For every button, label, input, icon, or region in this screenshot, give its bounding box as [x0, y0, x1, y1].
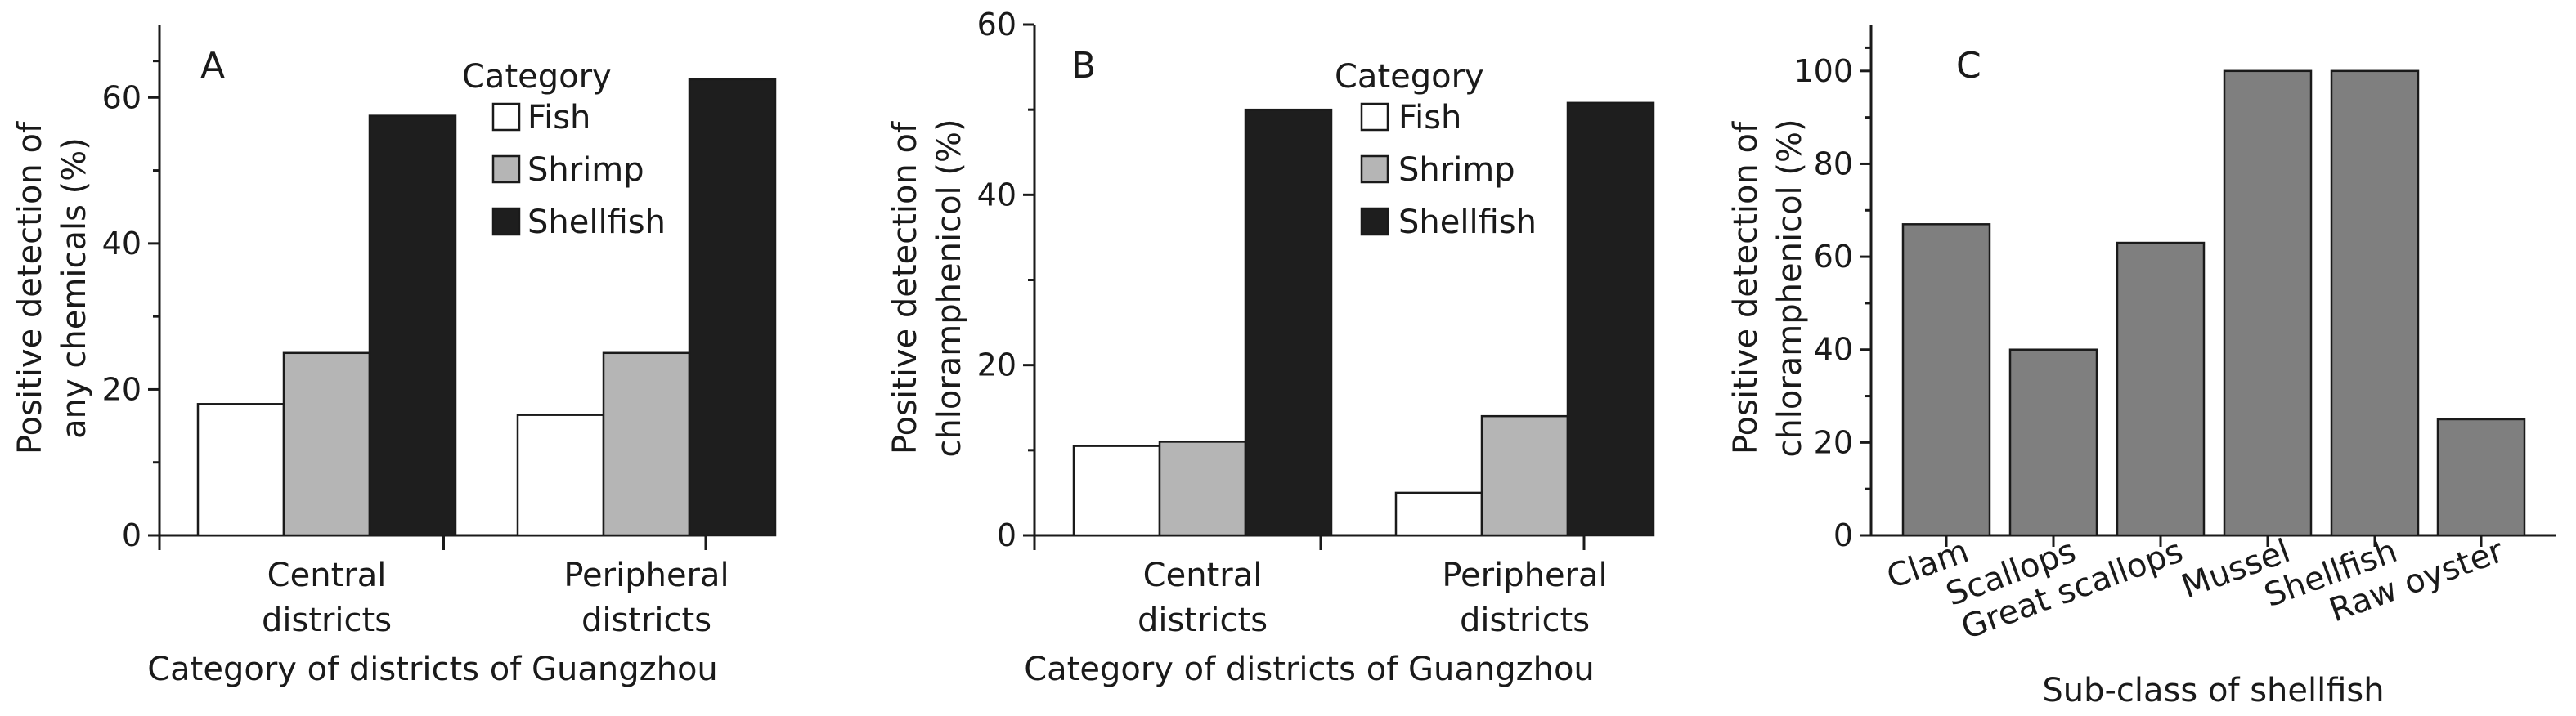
bar-shellfish-peripheral [688, 78, 777, 537]
legend-label-shrimp: Shrimp [527, 151, 644, 189]
legend-swatch-fish [491, 102, 521, 132]
x-category-label-line: districts [262, 602, 392, 639]
bar-great-scallops [2116, 241, 2206, 537]
legend-swatch-shrimp [1360, 154, 1389, 184]
x-axis-title: Category of districts of Guangzhou [1024, 651, 1595, 688]
y-axis-title-line: chloramphenicol (%) [1771, 119, 1809, 457]
x-category-label-line: districts [1138, 602, 1268, 639]
bar-shrimp-peripheral [602, 351, 691, 537]
legend-swatch-shrimp [491, 154, 521, 184]
y-tick-label: 60 [102, 79, 141, 115]
legend-label-shellfish: Shellfish [527, 204, 666, 241]
bar-clam [1901, 223, 1991, 537]
legend-swatch-fish [1360, 102, 1389, 132]
bar-fish-peripheral [516, 414, 605, 537]
y-tick-label: 60 [1814, 239, 1853, 275]
legend-title: Category [1335, 58, 1484, 96]
y-tick-label: 0 [1833, 517, 1853, 553]
y-tick-label: 40 [1814, 332, 1853, 368]
bar-raw-oyster [2436, 418, 2526, 537]
y-tick-label: 20 [102, 371, 141, 407]
x-category-label-line: Peripheral [1442, 557, 1607, 594]
x-category-label: Peripheral districts [563, 557, 729, 639]
bar-shellfish-peripheral [1566, 101, 1655, 537]
x-category-label-line: districts [581, 602, 711, 639]
bar-fish-peripheral [1394, 491, 1483, 537]
bar-shellfish-central [1244, 108, 1333, 537]
bar-fish-central [1072, 445, 1161, 537]
y-tick-label: 0 [997, 517, 1016, 553]
x-category-label-line: Central [1143, 557, 1263, 594]
bar-scallops [2008, 348, 2098, 537]
panel-letter: B [1071, 45, 1096, 87]
bar-mussel [2223, 69, 2313, 537]
y-axis-title: Positive detection of any chemicals (%) [11, 121, 93, 454]
legend-swatch-shellfish [1360, 207, 1389, 236]
y-axis-title-line: any chemicals (%) [56, 137, 93, 439]
y-axis-title-line: Positive detection of [886, 121, 924, 454]
x-category-label: Central districts [1138, 557, 1268, 639]
x-axis-title: Category of districts of Guangzhou [147, 651, 718, 688]
x-category-label: Central districts [262, 557, 392, 639]
legend-label-shrimp: Shrimp [1398, 151, 1515, 189]
x-category-label-line: districts [1460, 602, 1590, 639]
y-tick-label: 0 [122, 517, 141, 553]
y-tick-label: 40 [102, 226, 141, 262]
x-category-label: Peripheral districts [1442, 557, 1607, 639]
x-category-label-line: Central [267, 557, 387, 594]
y-axis-title: Positive detection of chloramphenicol (%) [1727, 119, 1809, 457]
y-tick-label: 20 [1814, 424, 1853, 460]
y-axis-title-line: Positive detection of [11, 121, 49, 454]
panel-letter: C [1956, 45, 1981, 87]
bar-fish-central [196, 403, 285, 537]
y-tick-label: 20 [977, 347, 1016, 383]
bar-shrimp-central [282, 351, 371, 537]
bar-shellfish-central [368, 114, 457, 537]
y-tick-label: 80 [1814, 145, 1853, 181]
legend-label-fish: Fish [527, 99, 590, 136]
y-tick-label: 60 [977, 7, 1016, 43]
panel-letter: A [200, 45, 225, 87]
y-tick-label: 40 [977, 177, 1016, 213]
x-axis-title: Sub-class of shellfish [2042, 672, 2384, 709]
y-tick-label: 100 [1793, 53, 1853, 89]
legend-swatch-shellfish [491, 207, 521, 236]
legend-label-fish: Fish [1398, 99, 1461, 136]
panel-a: A 0 20 40 60 Central districts Peripheral distri… [11, 25, 777, 688]
bar-shrimp-peripheral [1480, 414, 1569, 537]
legend-label-shellfish: Shellfish [1398, 204, 1537, 241]
y-axis-title: Positive detection of chloramphenicol (%) [886, 119, 968, 457]
bar-shrimp-central [1158, 441, 1247, 537]
bar-shellfish [2330, 69, 2420, 537]
legend-title: Category [462, 58, 612, 96]
x-category-label-line: Peripheral [563, 557, 729, 594]
y-axis-title-line: Positive detection of [1727, 121, 1765, 454]
panel-b: B 0 20 40 60 Central districts Peripheral distri… [886, 7, 1655, 688]
y-axis-title-line: chloramphenicol (%) [931, 119, 968, 457]
